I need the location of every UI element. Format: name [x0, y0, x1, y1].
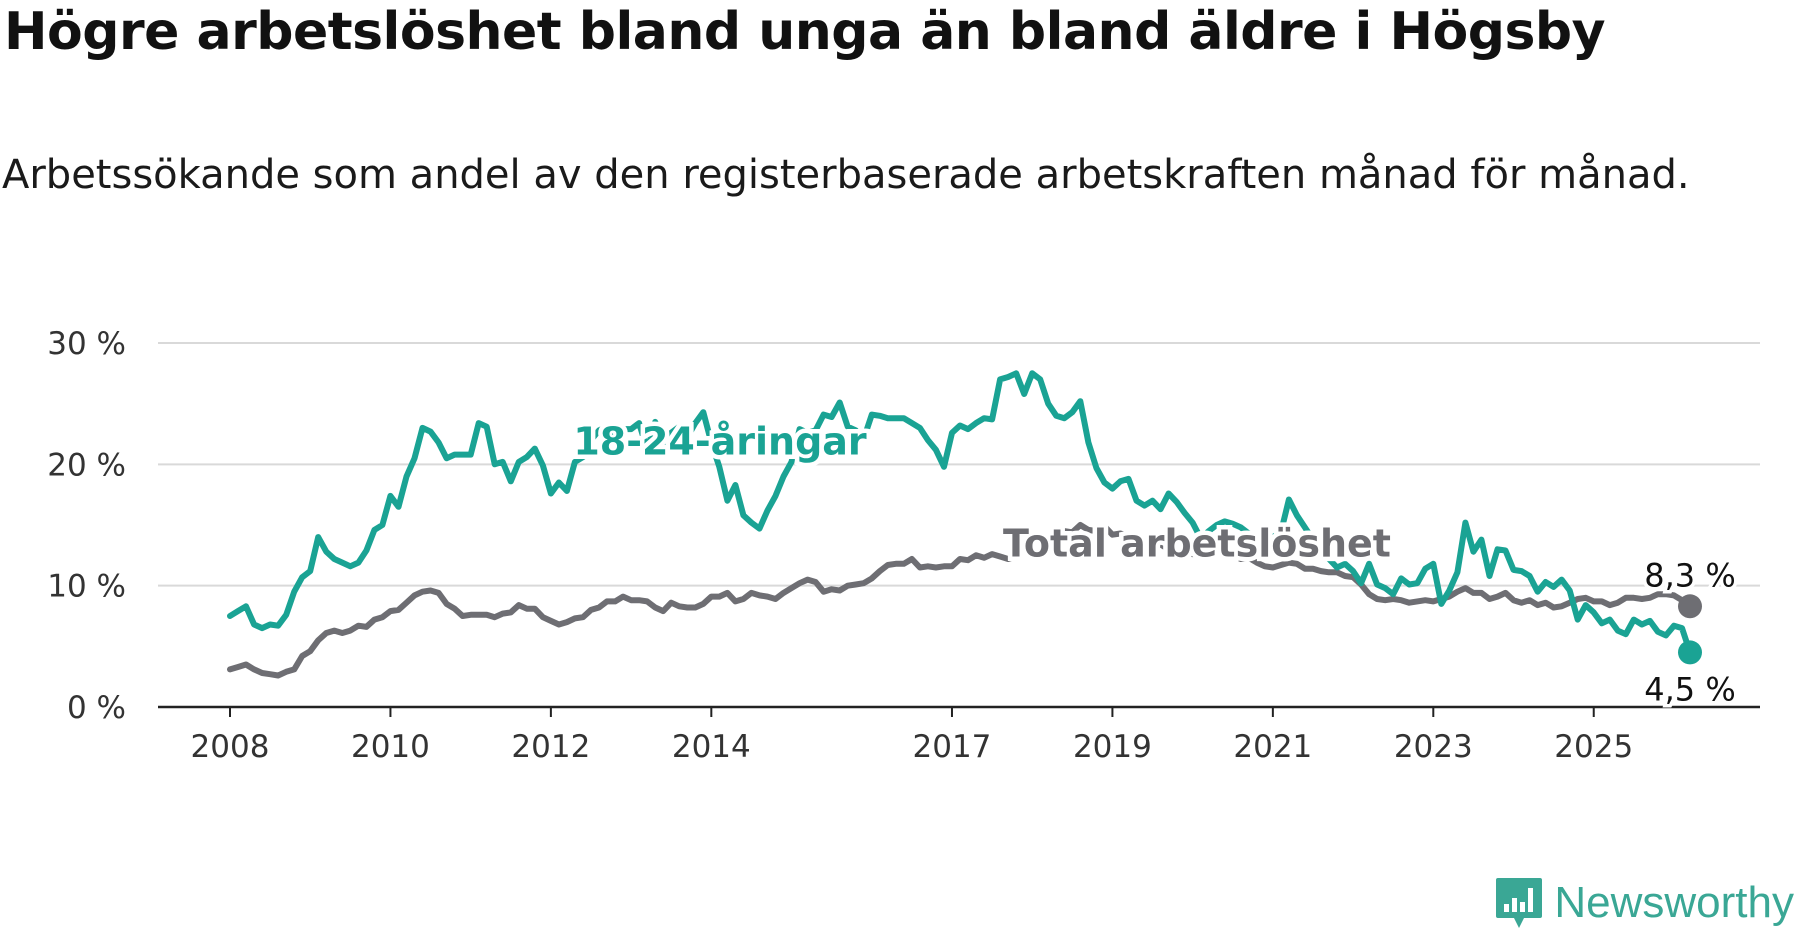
series-end-marker-youth	[1678, 640, 1702, 665]
series-line-youth	[227, 370, 1693, 656]
x-tick-label: 2025	[1554, 729, 1633, 765]
newsworthy-chart-icon	[1496, 878, 1543, 928]
x-tick-label: 2023	[1394, 729, 1473, 765]
x-tick-label: 2021	[1233, 729, 1312, 765]
series-label-total: Total arbetslöshet	[1003, 522, 1391, 566]
y-tick-label: 30 %	[47, 326, 126, 362]
series-end-marker-total	[1678, 594, 1702, 619]
x-tick-label: 2012	[511, 729, 590, 765]
brand-logo: Newsworthy	[1494, 876, 1794, 930]
chart-subtitle: Arbetssökande som andel av den registerb…	[2, 152, 1690, 198]
end-value-label-total: 8,3 %	[1644, 556, 1735, 594]
x-tick-label: 2017	[913, 729, 992, 765]
y-tick-label: 20 %	[47, 447, 126, 483]
x-tick-label: 2008	[191, 729, 270, 765]
x-tick-label: 2019	[1073, 729, 1152, 765]
series-label-youth: 18-24-åringar	[573, 420, 867, 464]
y-tick-label: 0 %	[67, 690, 126, 726]
x-tick-label: 2014	[672, 729, 751, 765]
y-tick-label: 10 %	[47, 569, 126, 605]
chart-title: Högre arbetslöshet bland unga än bland ä…	[4, 2, 1606, 62]
brand-name: Newsworthy	[1554, 878, 1794, 927]
x-tick-label: 2010	[351, 729, 430, 765]
end-value-label-youth: 4,5 %	[1644, 670, 1735, 708]
